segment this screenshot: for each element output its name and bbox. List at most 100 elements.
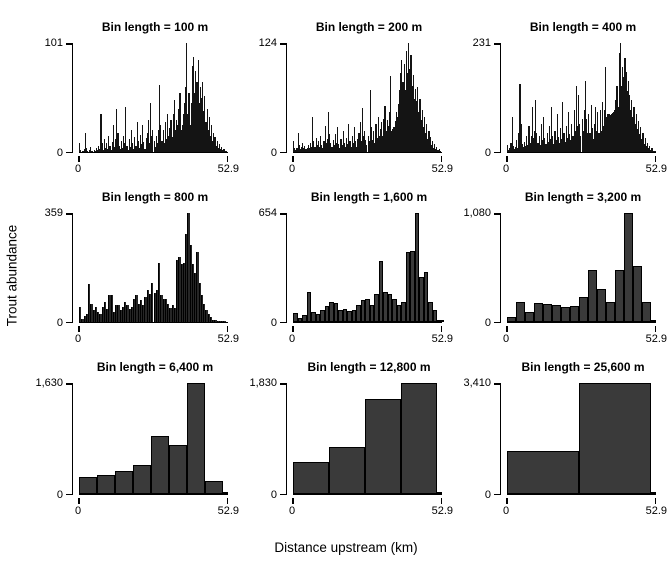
x-axis-tick xyxy=(654,325,656,332)
histogram-bar xyxy=(293,312,298,322)
histogram-bar xyxy=(216,141,218,152)
histogram-bar xyxy=(153,293,156,322)
histogram-bar xyxy=(539,144,541,152)
histogram-bar xyxy=(589,133,591,152)
histogram-bar xyxy=(387,125,389,152)
histogram-bar xyxy=(330,143,332,152)
x-axis-label: Distance upstream (km) xyxy=(274,540,418,555)
histogram-bar xyxy=(360,141,362,152)
histogram-bar xyxy=(162,130,164,152)
histogram-bar xyxy=(536,133,538,152)
histogram-bar xyxy=(187,213,190,322)
histogram-bar xyxy=(110,149,112,152)
histogram-bar xyxy=(191,65,193,152)
histogram-bar xyxy=(347,311,352,322)
histogram-bar xyxy=(167,114,169,152)
histogram-bar xyxy=(543,116,545,152)
histogram-bar xyxy=(198,282,201,322)
histogram-bar xyxy=(221,320,224,322)
histogram-bar xyxy=(405,50,407,152)
histogram-bar xyxy=(573,109,575,152)
x-max-tick-label: 52.9 xyxy=(645,163,667,175)
histogram-bar xyxy=(146,290,149,322)
histogram-bar xyxy=(212,319,215,322)
histogram-bar xyxy=(314,146,316,152)
histogram-bar xyxy=(540,123,542,152)
histogram-bar xyxy=(85,147,87,152)
histogram-bar xyxy=(525,311,535,322)
histogram-bar xyxy=(186,43,188,152)
y-max-tick-label: 231 xyxy=(472,37,491,49)
histogram-bar xyxy=(298,144,300,152)
histogram-bar xyxy=(383,118,385,152)
histogram-bar xyxy=(396,304,402,322)
histogram-bar xyxy=(169,308,172,322)
x-max-tick-label: 52.9 xyxy=(645,505,667,517)
histogram-bar xyxy=(128,139,130,152)
histogram-bar xyxy=(599,109,601,152)
plot-area xyxy=(507,383,656,495)
histogram-bar xyxy=(510,142,512,152)
histogram-bar xyxy=(385,130,387,152)
histogram-bar xyxy=(223,492,228,494)
histogram-bar xyxy=(178,256,181,322)
histogram-bar xyxy=(160,294,163,322)
histogram-bar xyxy=(128,308,131,322)
y-axis-line xyxy=(66,43,73,153)
histogram-bar xyxy=(303,148,305,152)
histogram-bar xyxy=(324,125,326,152)
x-zero-tick-label: 0 xyxy=(75,505,82,517)
histogram-bar xyxy=(409,68,411,152)
histogram-bar xyxy=(106,143,108,152)
histogram-bar xyxy=(311,312,316,322)
histogram-bar xyxy=(106,308,109,322)
histogram-bar xyxy=(335,143,338,152)
histogram-bar xyxy=(432,310,438,322)
histogram-bar xyxy=(569,134,571,152)
y-max-tick-label: 1,080 xyxy=(463,207,491,219)
histogram-bar xyxy=(80,149,82,152)
histogram-bar xyxy=(418,112,420,152)
histogram-bar xyxy=(296,147,298,152)
histogram-bar xyxy=(180,264,183,322)
histogram-bar xyxy=(543,303,553,322)
histogram-bar xyxy=(619,43,621,152)
histogram-bar xyxy=(137,141,139,152)
histogram-bar xyxy=(132,143,134,152)
histogram-bar xyxy=(325,143,327,152)
y-zero-tick-label: 0 xyxy=(270,147,277,159)
histogram-bar xyxy=(525,146,527,152)
histogram-bar xyxy=(383,292,388,322)
histogram-bar xyxy=(172,114,174,152)
histogram-bar xyxy=(609,115,611,152)
histogram-bar xyxy=(306,292,312,322)
histogram-bar xyxy=(428,301,433,322)
histogram-bar xyxy=(203,303,206,322)
y-max-tick-label: 1,830 xyxy=(249,377,277,389)
histogram-bar xyxy=(318,146,321,152)
x-max-tick-label: 52.9 xyxy=(431,163,453,175)
histogram-bar xyxy=(437,150,439,152)
histogram-bar xyxy=(151,282,154,322)
x-zero-tick-label: 0 xyxy=(503,163,510,175)
histogram-bar xyxy=(344,146,347,152)
histogram-bar xyxy=(223,148,225,152)
histogram-bar xyxy=(97,311,100,322)
histogram-bar xyxy=(179,92,181,152)
x-axis-tick xyxy=(292,497,294,504)
histogram-bar xyxy=(156,143,158,152)
x-axis-tick xyxy=(292,155,294,162)
histogram-panel-25600m: Bin length = 25,600 m 3,410 0 0 52.9 xyxy=(454,360,667,519)
histogram-bar xyxy=(133,148,135,152)
y-zero-tick-label: 0 xyxy=(56,147,63,159)
histogram-bar xyxy=(436,146,438,152)
histogram-bar xyxy=(197,60,199,152)
histogram-bar xyxy=(147,119,149,152)
histogram-bar xyxy=(386,120,388,152)
histogram-bar xyxy=(388,111,391,152)
histogram-bar xyxy=(356,146,358,152)
histogram-bar xyxy=(171,305,174,322)
y-axis-line xyxy=(494,43,501,153)
histogram-bar xyxy=(194,92,196,152)
histogram-bar xyxy=(570,305,580,322)
